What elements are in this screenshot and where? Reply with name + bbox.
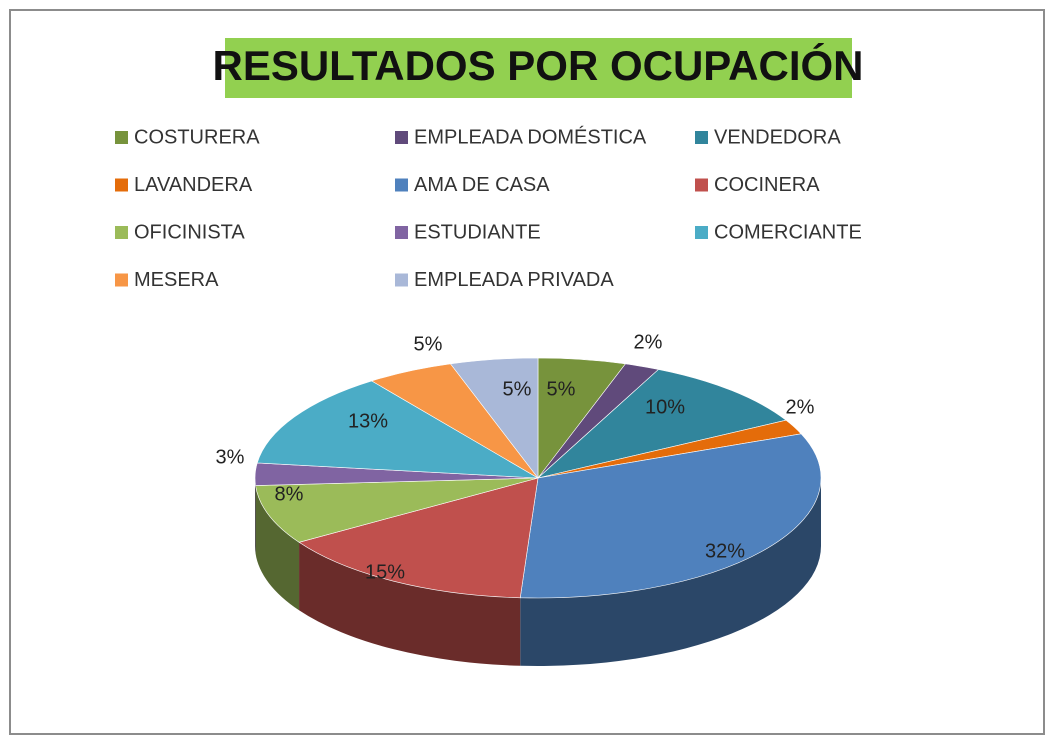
data-label: 32%	[705, 540, 745, 562]
legend-swatch	[395, 131, 408, 144]
data-label: 5%	[503, 378, 532, 400]
data-label: 8%	[275, 483, 304, 505]
data-label: 3%	[216, 446, 245, 468]
legend-label: AMA DE CASA	[414, 174, 550, 196]
legend-swatch	[695, 131, 708, 144]
legend-label: LAVANDERA	[134, 174, 253, 196]
legend-swatch	[395, 178, 408, 192]
legend-swatch	[395, 226, 408, 239]
data-label: 5%	[547, 378, 576, 400]
chart-title: RESULTADOS POR OCUPACIÓN	[212, 41, 863, 89]
legend-label: COMERCIANTE	[714, 221, 862, 243]
slice-side	[255, 485, 300, 611]
legend-swatch	[115, 226, 128, 239]
legend-label: MESERA	[134, 269, 219, 291]
slice	[256, 380, 539, 479]
slice	[537, 369, 787, 479]
legend-swatch	[395, 273, 408, 287]
slice	[449, 357, 539, 479]
legend-swatch	[695, 178, 708, 192]
slice-side	[520, 478, 821, 666]
legend-label: OFICINISTA	[134, 221, 245, 243]
data-label: 13%	[348, 410, 388, 432]
data-label: 5%	[414, 333, 443, 355]
legend-label: EMPLEADA DOMÉSTICA	[414, 125, 647, 148]
title-background	[225, 38, 852, 98]
slice	[298, 477, 539, 599]
legend-swatch	[695, 226, 708, 239]
legend-label: EMPLEADA PRIVADA	[414, 269, 614, 291]
slice-side	[255, 478, 256, 554]
legend-label: ESTUDIANTE	[414, 221, 541, 243]
data-label: 10%	[645, 396, 685, 418]
data-label: 2%	[786, 396, 815, 418]
legend-swatch	[115, 178, 128, 192]
slice	[519, 433, 822, 599]
data-label: 15%	[365, 561, 405, 583]
legend-swatch	[115, 273, 128, 287]
slice	[255, 477, 539, 543]
legend-label: VENDEDORA	[714, 126, 841, 148]
legend-swatch	[115, 131, 128, 144]
legend-label: COSTURERA	[134, 126, 260, 148]
slice-side	[299, 542, 521, 666]
data-label: 2%	[634, 331, 663, 353]
legend-label: COCINERA	[714, 174, 820, 196]
